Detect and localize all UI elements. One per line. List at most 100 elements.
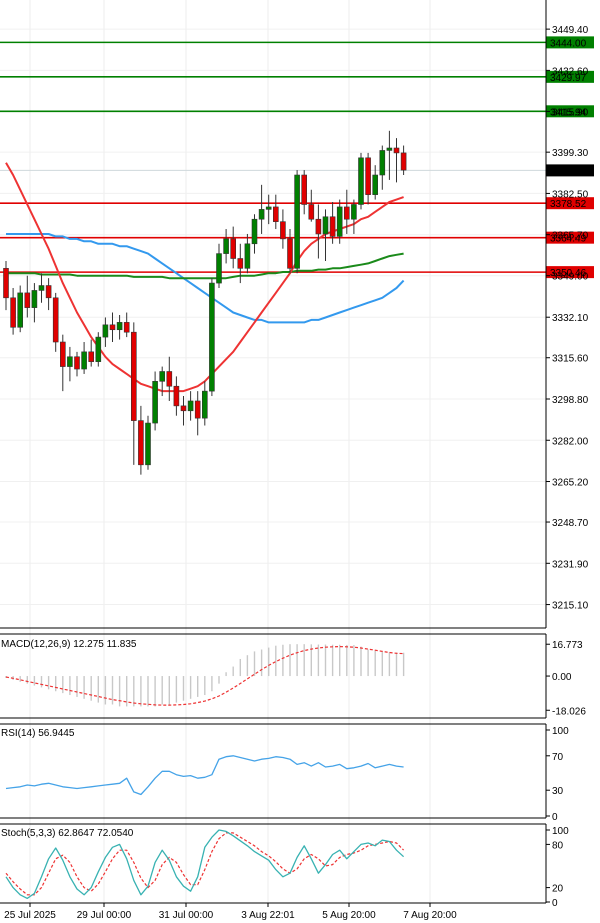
- price-tick-label: 3282.00: [552, 436, 589, 447]
- level-tag-label: 3429.97: [550, 73, 587, 84]
- candle-body: [95, 336, 102, 362]
- candle-body: [237, 258, 244, 269]
- candle-body: [400, 152, 407, 171]
- candle-body: [131, 331, 137, 421]
- stoch-tick-label: 100: [552, 826, 569, 837]
- candle-body: [10, 297, 16, 328]
- price-tick-label: 3332.10: [552, 313, 589, 324]
- candle-body: [17, 292, 24, 328]
- rsi-tick-label: 0: [552, 812, 558, 823]
- candle-body: [294, 174, 300, 269]
- candle-body: [287, 238, 293, 269]
- candle-body: [3, 268, 9, 299]
- candle-body: [173, 385, 180, 407]
- ma-blue-line: [6, 233, 405, 324]
- candle-body: [202, 390, 208, 419]
- rsi-title: RSI(14) 56.9445: [1, 728, 75, 739]
- price-tick-label: 3231.90: [552, 559, 589, 570]
- candle-body: [88, 351, 94, 362]
- price-tick-label: 3432.60: [552, 66, 589, 77]
- last-price-tag: [546, 164, 594, 177]
- level-tag: [546, 197, 594, 210]
- candle-body: [209, 282, 215, 392]
- candle-body: [194, 400, 201, 419]
- level-tag-label: 3364.49: [550, 234, 587, 245]
- last-price-label: 3391.88: [550, 166, 587, 177]
- level-tag: [546, 70, 594, 83]
- candle-body: [343, 206, 350, 220]
- stoch-k-line: [5, 829, 405, 900]
- rsi-tick-label: 70: [552, 752, 564, 763]
- price-tick-label: 3215.10: [552, 601, 589, 612]
- candle-body: [138, 420, 144, 466]
- time-tick-label: 5 Aug 20:00: [322, 910, 376, 921]
- candle-body: [280, 221, 286, 240]
- time-tick-label: 29 Jul 00:00: [77, 910, 132, 921]
- price-tick-label: 3399.30: [552, 148, 589, 159]
- rsi-tick-label: 100: [552, 726, 569, 737]
- candle-body: [59, 341, 66, 367]
- level-tag-label: 3444.00: [550, 38, 587, 49]
- price-tick-label: 3449.40: [552, 25, 589, 36]
- candle-body: [81, 351, 87, 370]
- candle-body: [251, 218, 258, 245]
- level-tag: [546, 36, 594, 49]
- candle-body: [45, 285, 52, 299]
- candle-body: [365, 157, 371, 195]
- candle-body: [159, 371, 165, 382]
- time-tick-label: 31 Jul 00:00: [159, 910, 214, 921]
- candle-body: [322, 216, 329, 235]
- rsi-tick-label: 30: [552, 786, 564, 797]
- candle-body: [351, 204, 357, 220]
- candle-body: [386, 147, 393, 151]
- level-tag: [546, 231, 594, 244]
- macd-title: MACD(12,26,9) 12.275 11.835: [1, 639, 137, 650]
- candle-body: [308, 204, 315, 220]
- macd-panel: 16.773 0.00 -18.026: [5, 640, 586, 717]
- price-tick-label: 3365.70: [552, 231, 589, 242]
- price-tick-label: 3298.80: [552, 395, 589, 406]
- macd-signal-line: [5, 645, 404, 706]
- candle-body: [230, 238, 236, 259]
- candle-body: [216, 253, 222, 284]
- candle-body: [315, 218, 322, 235]
- candle-body: [187, 400, 194, 412]
- stoch-panel: 100 80 20 0: [5, 826, 569, 909]
- time-tick-label: 25 Jul 2025: [4, 910, 56, 921]
- stoch-tick-label: 0: [552, 898, 558, 909]
- candle-body: [358, 157, 364, 205]
- stoch-tick-label: 20: [552, 884, 564, 895]
- price-tick-label: 3248.70: [552, 518, 589, 529]
- candle-body: [379, 150, 386, 176]
- candle-body: [152, 381, 158, 424]
- candle-body: [258, 209, 265, 220]
- candle-body: [336, 206, 343, 237]
- price-axis: 3449.40 3432.60 3415.90 3399.30 3382.50 3365.…: [546, 25, 594, 612]
- candle-body: [52, 297, 59, 343]
- candle-body: [244, 243, 251, 269]
- rsi-line: [5, 755, 404, 796]
- panel-frames: [0, 0, 547, 904]
- time-tick-label: 7 Aug 20:00: [403, 910, 457, 921]
- ma-green-line: [6, 252, 404, 280]
- candle-body: [31, 290, 38, 308]
- time-axis: 25 Jul 2025 29 Jul 00:00 31 Jul 00:00 3 Aug…: [4, 903, 457, 921]
- candle-body: [109, 324, 116, 331]
- candle-body: [272, 206, 279, 222]
- price-tick-label: 3415.90: [552, 107, 589, 118]
- candle-body: [123, 322, 130, 333]
- macd-tick-label: 16.773: [552, 640, 583, 651]
- candle-body: [74, 356, 80, 370]
- level-tag-label: 3415.94: [550, 107, 587, 118]
- macd-tick-label: -18.026: [552, 706, 586, 717]
- level-tag-label: 3350.46: [550, 268, 587, 279]
- candle-body: [116, 322, 123, 331]
- price-tick-label: 3349.00: [552, 272, 589, 283]
- level-tag: [546, 266, 594, 279]
- candle-body: [372, 174, 379, 195]
- candle-body: [265, 206, 272, 210]
- candles: [3, 130, 407, 475]
- rsi-panel: 100 70 30 0: [5, 726, 569, 823]
- candle-body: [393, 147, 400, 154]
